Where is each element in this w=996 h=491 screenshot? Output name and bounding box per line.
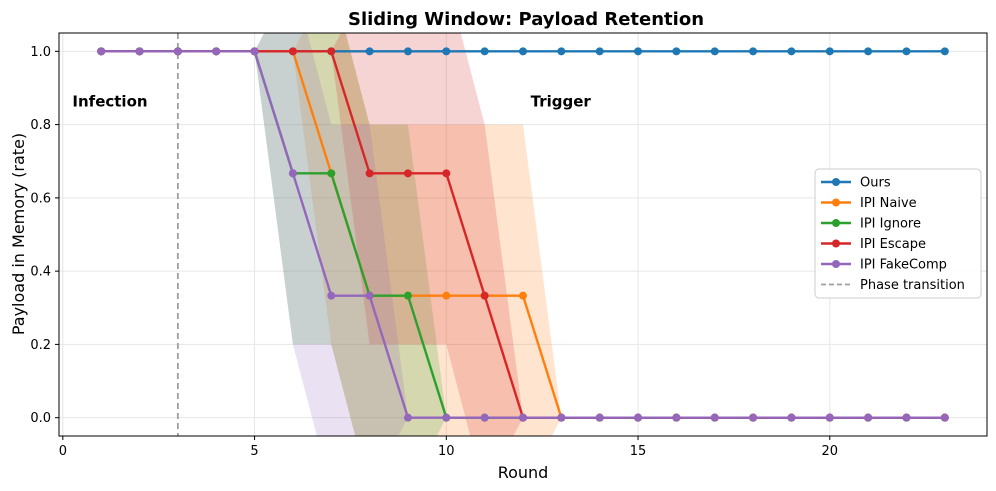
point-0-22 (940, 47, 949, 56)
legend-label-5: Phase transition (860, 278, 965, 293)
point-3-8 (403, 169, 412, 178)
annotations: Infection Trigger (72, 92, 591, 110)
y-axis-label: Payload in Memory (rate) (9, 133, 28, 335)
point-4-8 (403, 413, 412, 422)
point-4-12 (557, 413, 566, 422)
point-0-10 (480, 47, 489, 56)
point-4-21 (902, 413, 911, 422)
point-2-8 (403, 291, 412, 300)
point-0-17 (749, 47, 758, 56)
x-tick-label-1: 5 (250, 444, 258, 459)
point-4-5 (288, 169, 297, 178)
point-1-9 (442, 291, 451, 300)
point-4-2 (173, 47, 182, 56)
legend-box (814, 168, 982, 299)
point-4-1 (135, 47, 144, 56)
confidence-bands (101, 33, 945, 436)
point-0-8 (403, 47, 412, 56)
legend: Ours IPI Naive IPI Ignore IPI Escape IPI Fak… (814, 168, 982, 299)
point-2-6 (327, 169, 336, 178)
point-4-0 (97, 47, 106, 56)
point-4-4 (250, 47, 259, 56)
point-4-19 (825, 413, 834, 422)
point-0-19 (825, 47, 834, 56)
point-4-3 (212, 47, 221, 56)
legend-marker-2 (832, 219, 840, 227)
legend-label-0: Ours (860, 176, 891, 191)
x-tick-label-0: 0 (59, 444, 67, 459)
annotation-0: Infection (72, 92, 147, 110)
point-3-6 (327, 47, 336, 56)
point-0-18 (787, 47, 796, 56)
point-0-16 (710, 47, 719, 56)
point-3-5 (288, 47, 297, 56)
point-4-6 (327, 291, 336, 300)
x-tick-label-4: 20 (822, 444, 839, 459)
y-tick-label-2: 0.4 (30, 265, 51, 280)
y-tick-label-0: 0.0 (30, 411, 51, 426)
chart-title: Sliding Window: Payload Retention (348, 9, 704, 30)
point-4-14 (634, 413, 643, 422)
point-4-9 (442, 413, 451, 422)
series-points (97, 47, 949, 422)
point-0-12 (557, 47, 566, 56)
point-0-13 (595, 47, 604, 56)
legend-marker-4 (832, 260, 840, 268)
point-0-15 (672, 47, 681, 56)
y-tick-label-5: 1.0 (30, 45, 51, 60)
legend-marker-3 (832, 239, 840, 248)
point-4-17 (749, 413, 758, 422)
point-4-20 (864, 413, 873, 422)
y-tick-label-3: 0.6 (30, 191, 51, 206)
legend-marker-1 (832, 198, 840, 207)
point-4-13 (595, 413, 604, 422)
point-4-18 (787, 413, 796, 422)
annotation-1: Trigger (531, 92, 592, 110)
point-4-11 (519, 413, 527, 422)
point-4-16 (710, 413, 719, 422)
plot-frame (58, 32, 988, 437)
legend-label-3: IPI Escape (860, 237, 926, 252)
x-tick-label-2: 10 (438, 444, 455, 459)
legend-marker-0 (832, 178, 840, 186)
y-tick-label-1: 0.2 (30, 338, 51, 353)
point-0-14 (634, 47, 643, 56)
x-axis-label: Round (498, 463, 549, 482)
point-1-11 (519, 291, 527, 300)
point-4-22 (940, 413, 949, 422)
band-4 (101, 33, 945, 436)
axis-ticks: 0 5 10 15 20 0.0 0.2 0.4 0.6 0.8 1.0 (30, 45, 838, 459)
point-3-9 (442, 169, 451, 178)
point-0-20 (864, 47, 873, 56)
legend-label-4: IPI FakeComp (860, 258, 947, 273)
band-2 (101, 33, 945, 436)
point-3-10 (480, 291, 489, 300)
point-0-11 (519, 47, 527, 56)
point-3-7 (365, 169, 374, 178)
point-4-10 (480, 413, 489, 422)
legend-label-1: IPI Naive (860, 196, 917, 211)
band-1 (101, 33, 945, 436)
x-tick-label-3: 15 (630, 444, 647, 459)
point-0-9 (442, 47, 451, 56)
legend-label-2: IPI Ignore (860, 217, 921, 232)
point-4-7 (365, 291, 374, 300)
point-0-7 (365, 47, 374, 56)
point-4-15 (672, 413, 681, 422)
point-0-21 (902, 47, 911, 56)
y-tick-label-4: 0.8 (30, 118, 51, 133)
